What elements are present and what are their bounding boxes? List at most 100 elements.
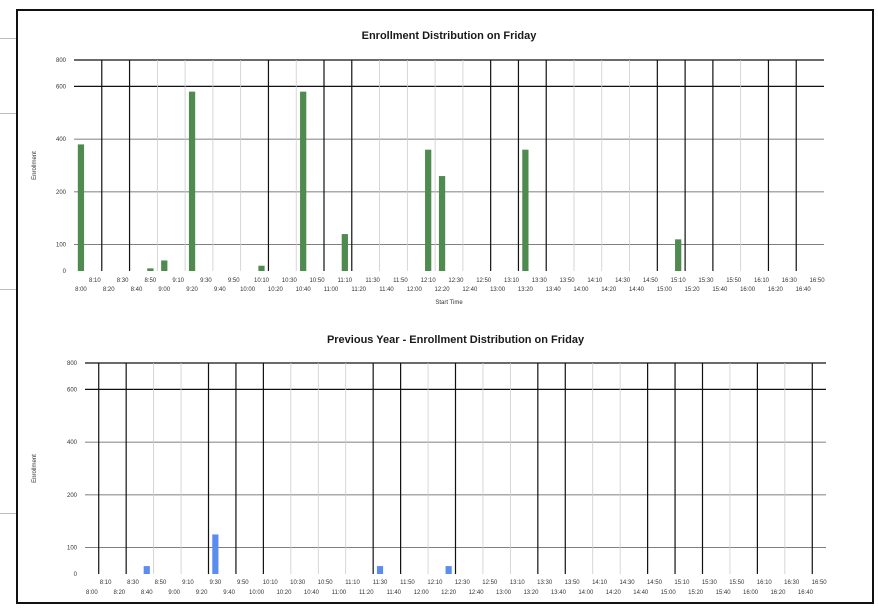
chart1-x-tick-label: 10:20 bbox=[268, 287, 284, 293]
chart1-bar bbox=[147, 268, 154, 271]
chart1-x-tick-label: 14:20 bbox=[601, 287, 617, 293]
chart1-x-tick-label: 9:10 bbox=[172, 278, 184, 284]
chart1-x-tick-label: 14:00 bbox=[573, 287, 589, 293]
chart2-x-tick-label: 9:20 bbox=[196, 590, 208, 596]
chart2-x-tick-label: 9:50 bbox=[237, 580, 249, 586]
chart1-bar bbox=[438, 176, 446, 271]
chart1-x-tick-label: 9:00 bbox=[158, 287, 170, 293]
chart2-x-tick-label: 11:30 bbox=[373, 580, 388, 586]
chart2-x-tick-label: 8:40 bbox=[141, 590, 153, 596]
chart1-y-tick-label: 0 bbox=[63, 269, 67, 275]
chart2-x-tick-label: 11:50 bbox=[400, 580, 415, 586]
chart1-x-tick-label: 12:40 bbox=[462, 287, 478, 293]
chart2-x-tick-label: 13:20 bbox=[523, 590, 539, 596]
chart1-bar bbox=[161, 260, 168, 271]
chart1-x-tick-label: 11:00 bbox=[324, 287, 339, 293]
chart2-x-tick-label: 11:40 bbox=[386, 590, 401, 596]
chart1-x-tick-label: 14:10 bbox=[587, 278, 603, 284]
chart1-x-tick-label: 8:20 bbox=[103, 287, 115, 293]
background-strip bbox=[0, 112, 16, 114]
chart2-x-tick-label: 11:10 bbox=[345, 580, 360, 586]
chart2-x-tick-label: 15:10 bbox=[674, 580, 690, 586]
chart2-x-tick-label: 15:50 bbox=[729, 580, 745, 586]
chart2-x-tick-label: 10:00 bbox=[249, 590, 265, 596]
chart2-x-tick-label: 8:10 bbox=[100, 580, 112, 586]
chart2-x-tick-label: 15:40 bbox=[716, 590, 732, 596]
chart1-bar bbox=[77, 144, 85, 271]
chart1-x-tick-label: 11:10 bbox=[338, 278, 353, 284]
chart2-x-tick-label: 9:30 bbox=[210, 580, 222, 586]
chart1-x-tick-label: 16:30 bbox=[782, 278, 798, 284]
chart2-y-tick-label: 800 bbox=[67, 361, 78, 367]
chart2-y-tick-label: 600 bbox=[67, 387, 78, 393]
chart1-x-tick-label: 13:20 bbox=[518, 287, 534, 293]
chart2-x-tick-label: 11:00 bbox=[332, 590, 347, 596]
chart1-x-tick-label: 10:40 bbox=[296, 287, 312, 293]
chart2-x-tick-label: 10:20 bbox=[276, 590, 292, 596]
chart2-x-tick-label: 16:30 bbox=[784, 580, 800, 586]
chart2-x-tick-label: 13:50 bbox=[565, 580, 581, 586]
background-strip bbox=[0, 36, 16, 39]
chart1-bar bbox=[258, 265, 265, 271]
chart1-x-tick-label: 15:10 bbox=[671, 278, 687, 284]
chart1-x-tick-label: 8:40 bbox=[131, 287, 143, 293]
chart2-bar bbox=[376, 566, 384, 574]
chart2-x-tick-label: 12:10 bbox=[427, 580, 443, 586]
chart1-x-tick-label: 11:40 bbox=[379, 287, 394, 293]
chart2-x-tick-label: 13:30 bbox=[537, 580, 553, 586]
chart1-x-tick-label: 15:50 bbox=[726, 278, 742, 284]
chart1-x-axis-label: Start Time bbox=[435, 300, 463, 306]
chart1-bar bbox=[675, 239, 682, 271]
chart2-x-tick-label: 16:50 bbox=[812, 580, 828, 586]
chart2-x-tick-label: 11:20 bbox=[359, 590, 374, 596]
chart1-x-tick-label: 13:40 bbox=[546, 287, 562, 293]
chart1-x-tick-label: 8:30 bbox=[117, 278, 129, 284]
chart1-x-tick-label: 13:00 bbox=[490, 287, 506, 293]
chart1-y-tick-label: 600 bbox=[56, 84, 67, 90]
chart2-x-tick-label: 14:50 bbox=[647, 580, 663, 586]
chart1-y-axis-label: Enrollment bbox=[32, 151, 38, 180]
chart2-x-tick-label: 8:50 bbox=[155, 580, 167, 586]
chart1-x-tick-label: 16:00 bbox=[740, 287, 756, 293]
chart1-x-tick-label: 9:40 bbox=[214, 287, 226, 293]
chart1-x-tick-label: 8:10 bbox=[89, 278, 101, 284]
chart2-x-tick-label: 14:00 bbox=[578, 590, 594, 596]
chart2-x-tick-label: 12:00 bbox=[414, 590, 430, 596]
chart2-x-tick-label: 13:10 bbox=[510, 580, 526, 586]
chart1-x-tick-label: 9:50 bbox=[228, 278, 240, 284]
chart1-bar bbox=[341, 234, 348, 271]
chart2-bar bbox=[143, 566, 150, 574]
chart1-x-tick-label: 15:00 bbox=[657, 287, 673, 293]
chart2-x-tick-label: 13:00 bbox=[496, 590, 512, 596]
chart2-x-tick-label: 10:50 bbox=[318, 580, 334, 586]
chart1-x-tick-label: 16:40 bbox=[796, 287, 812, 293]
chart2-x-tick-label: 8:30 bbox=[127, 580, 139, 586]
chart1-x-tick-label: 14:30 bbox=[615, 278, 631, 284]
background-strip bbox=[0, 512, 16, 514]
chart2-bar bbox=[212, 534, 219, 574]
chart2-x-tick-label: 9:00 bbox=[168, 590, 180, 596]
charts-svg: Enrollment Distribution on Friday 0 100 200… bbox=[32, 30, 828, 596]
chart1-x-tick-label: 8:00 bbox=[75, 287, 87, 293]
chart1-y-tick-label: 800 bbox=[56, 58, 67, 64]
chart2-title: Previous Year - Enrollment Distribution … bbox=[327, 334, 585, 346]
chart1-x-tick-label: 11:20 bbox=[351, 287, 366, 293]
chart2-x-tick-label: 15:20 bbox=[688, 590, 704, 596]
chart1-x-tick-label: 8:50 bbox=[145, 278, 157, 284]
chart1-x-tick-label: 9:20 bbox=[186, 287, 198, 293]
chart1-title: Enrollment Distribution on Friday bbox=[362, 30, 538, 42]
chart2-x-tick-label: 16:00 bbox=[743, 590, 759, 596]
chart1-x-tick-label: 9:30 bbox=[200, 278, 212, 284]
chart2-x-tick-label: 15:30 bbox=[702, 580, 718, 586]
chart2-x-tick-label: 13:40 bbox=[551, 590, 567, 596]
chart1-x-tick-label: 14:50 bbox=[643, 278, 659, 284]
chart1-x-tick-label: 12:50 bbox=[476, 278, 492, 284]
chart1-x-tick-label: 10:10 bbox=[254, 278, 270, 284]
chart1-x-tick-label: 12:20 bbox=[435, 287, 451, 293]
chart1-bar bbox=[425, 149, 432, 271]
chart-panel: Enrollment Distribution on Friday 0 100 200… bbox=[16, 9, 874, 604]
chart2-x-tick-label: 14:40 bbox=[633, 590, 649, 596]
chart1-x-tick-label: 14:40 bbox=[629, 287, 645, 293]
chart2-bar bbox=[445, 566, 452, 574]
